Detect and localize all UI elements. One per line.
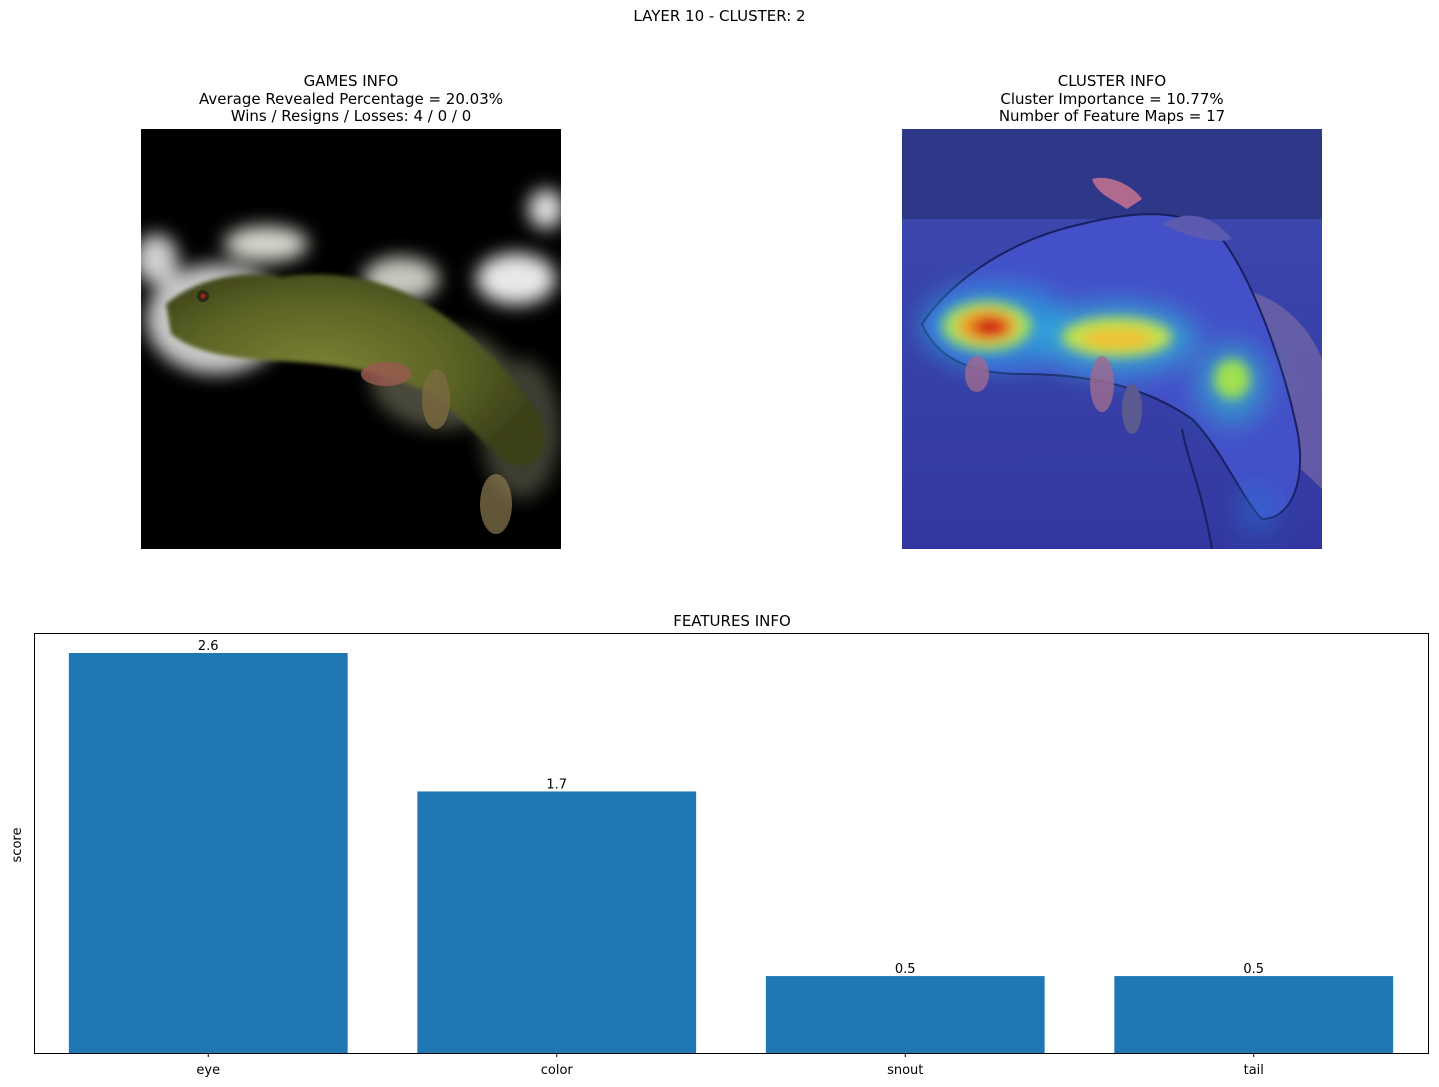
bar-value-label: 0.5 [1243,962,1264,977]
bar-tail [1114,976,1394,1053]
revealed-percentage-text: Average Revealed Percentage = 20.03% [198,89,503,108]
x-tick-label: snout [887,1063,923,1078]
x-tick-label: color [541,1063,574,1078]
wins-resigns-losses-text: Wins / Resigns / Losses: 4 / 0 / 0 [230,107,472,125]
bar-value-label: 1.7 [546,777,567,792]
bar-value-label: 0.5 [895,962,916,977]
figure-title: LAYER 10 - CLUSTER: 2 [633,7,806,25]
chart-title: FEATURES INFO [673,612,791,630]
bar-color [417,791,697,1053]
cluster-info-title: CLUSTER INFO [1057,72,1167,90]
x-tick-label: eye [196,1063,220,1078]
bars-group: 2.6 eye 1.7 color 0.5 snout 0.5 tail [68,639,1394,1078]
cluster-info-header: CLUSTER INFO Cluster Importance = 10.77%… [902,72,1322,126]
bar-eye [68,653,348,1053]
plot-frame [34,633,1429,1054]
cluster-importance-text: Cluster Importance = 10.77% [1000,89,1224,108]
cluster-heatmap-image [902,129,1322,549]
feature-maps-count-text: Number of Feature Maps = 17 [998,107,1226,125]
revealed-fish-image [141,129,561,549]
y-axis-label: score [10,828,25,863]
games-info-title: GAMES INFO [303,72,399,90]
bar-snout [765,976,1045,1053]
x-tick-label: tail [1244,1063,1264,1078]
games-info-header: GAMES INFO Average Revealed Percentage =… [141,72,561,126]
bar-value-label: 2.6 [198,639,219,654]
